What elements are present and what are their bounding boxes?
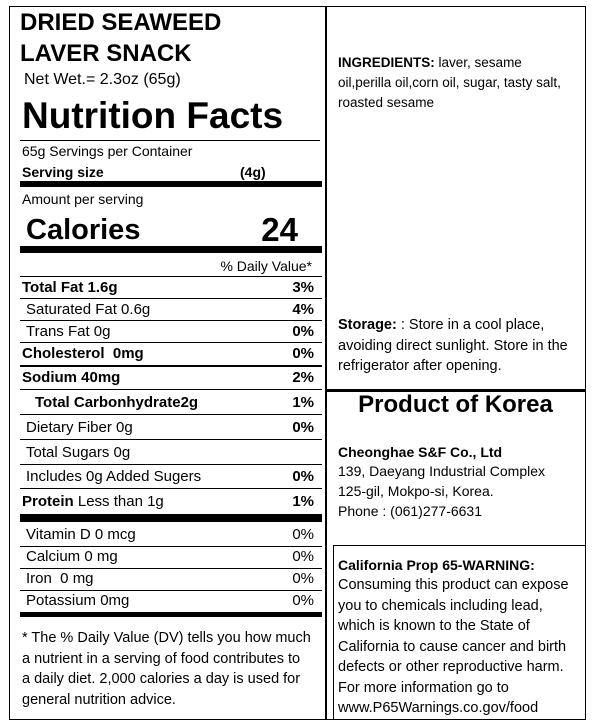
nutrition-title: Nutrition Facts [22,95,284,136]
nutrient-dv: 4% [292,301,314,318]
company-name: Cheonghae S&F Co., Ltd [338,444,503,460]
nutrient-dv: 0% [292,345,314,362]
divider [20,298,322,299]
storage-label: Storage: [338,317,397,333]
storage-text: : Store in a cool place, avoiding direct… [338,317,568,374]
divider [20,568,322,569]
divider [20,342,322,343]
divider [20,612,322,617]
origin: Product of Korea [358,391,553,418]
footnote: * The % Daily Value (DV) tells you how m… [22,630,311,708]
nutrient-label: Total Sugars 0g [26,444,131,461]
divider [20,590,322,591]
calories-value: 24 [261,211,298,248]
warning-title: California Prop 65-WARNING: [338,557,535,573]
divider [20,181,322,187]
divider [20,276,322,277]
divider [20,140,320,141]
divider [20,365,322,367]
nutrient-detail: Less than 1g [77,493,164,510]
vitamin-label: Potassium 0mg [26,592,130,609]
nutrient-dv: 1% [292,394,314,411]
divider [20,246,322,253]
divider [20,320,322,321]
amount-per-serving: Amount per serving [22,191,144,207]
nutrient-dv: 3% [292,279,314,296]
left-panel [9,6,327,720]
nutrient-label: Trans Fat 0g [26,323,111,340]
ingredients: INGREDIENTS: laver, sesame oil,perilla o… [338,53,576,113]
company-phone: Phone : (061)277-6631 [338,503,482,519]
nutrient-label: Total Carbonhydrate2g [35,394,199,411]
nutrient-dv: 0% [292,419,314,436]
nutrient-label: Includes 0g Added Sugers [26,468,202,485]
product-name: LAVER SNACK [20,40,192,67]
vitamin-label: Vitamin D 0 mcg [26,526,136,543]
vitamin-dv: 0% [292,526,314,543]
calories-label: Calories [26,214,141,246]
nutrient-label: Saturated Fat 0.6g [26,301,151,318]
vitamin-label: Calcium 0 mg [26,548,118,565]
warning-text: Consuming this product can expose you to… [338,577,569,716]
nutrient-dv: 0% [292,468,314,485]
ingredients-text: laver, sesame oil,perilla oil,corn oil, … [338,55,561,110]
divider [20,546,322,547]
nutrient-dv: 2% [292,369,314,386]
nutrient-dv: 1% [292,493,314,510]
serving-size-value: (4g) [240,164,266,180]
ingredients-label: INGREDIENTS: [338,55,435,70]
warning-box [333,545,586,720]
vitamin-label: Iron 0 mg [26,570,94,587]
nutrient-label: Dietary Fiber 0g [26,419,133,436]
nutrient-label: Sodium 40mg [22,369,121,386]
company-address: 125-gil, Mokpo-si, Korea. [338,483,494,499]
product-name: DRIED SEAWEED [20,9,222,36]
storage: Storage: : Store in a cool place, avoidi… [338,315,578,377]
divider [20,439,322,440]
vitamin-dv: 0% [292,592,314,609]
divider [20,488,322,489]
divider [20,414,322,415]
divider [326,389,585,392]
nutrient-label: Total Fat 1.6g [22,279,118,296]
nutrient-name: Protein [22,493,74,510]
nutrient-label: Cholesterol 0mg [22,345,144,362]
nutrient-label: Protein Less than 1g [22,493,164,511]
divider [20,514,322,522]
net-weight: Net Wet.= 2.3oz (65g) [24,71,181,88]
company-address: 139, Daeyang Industrial Complex [338,463,546,479]
serving-size-label: Serving size [22,164,104,180]
daily-value-header: % Daily Value* [220,258,312,274]
divider [20,389,322,390]
nutrient-dv: 0% [292,323,314,340]
vitamin-dv: 0% [292,548,314,565]
divider [20,464,322,465]
servings: 65g Servings per Container [22,143,193,159]
vitamin-dv: 0% [292,570,314,587]
